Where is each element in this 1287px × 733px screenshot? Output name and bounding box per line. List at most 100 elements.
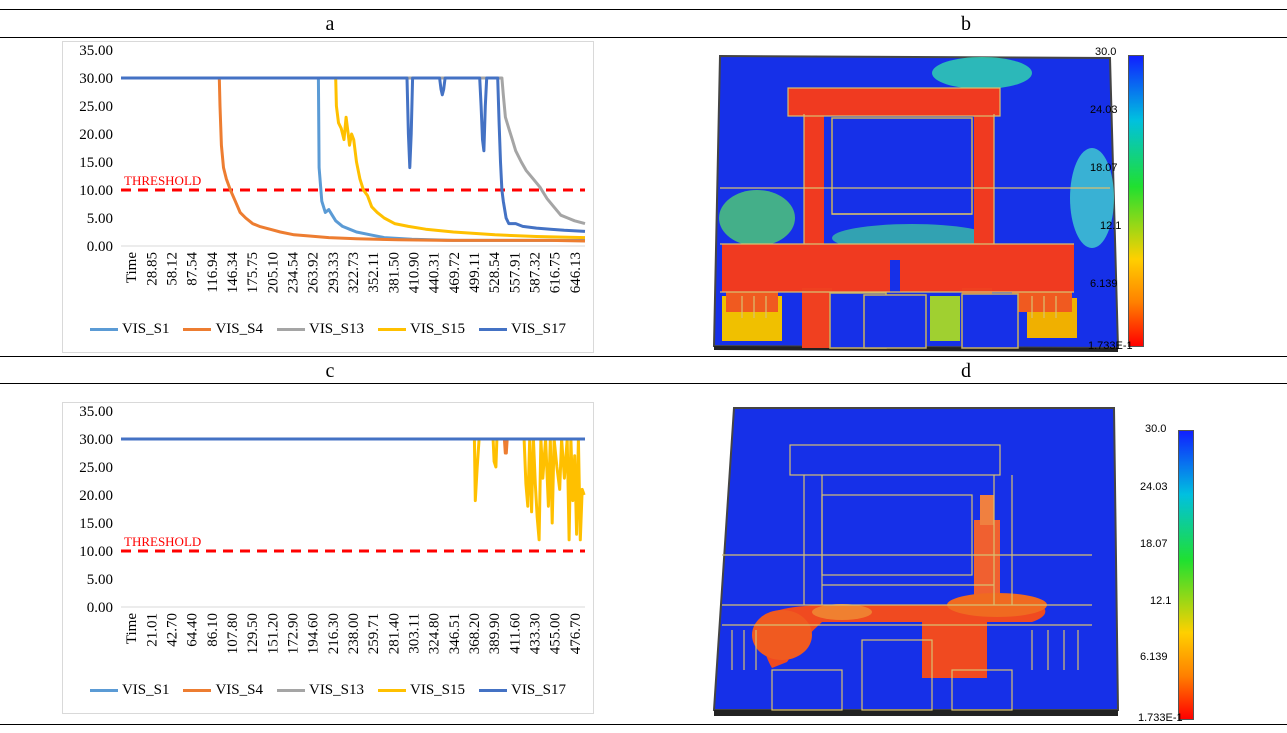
chart-c-xtick-6: 151.20 (265, 613, 281, 654)
colorbar-d-label-0: 30.0 (1145, 423, 1167, 435)
chart-c-threshold-label: THRESHOLD (124, 534, 201, 549)
chart-c-xtick-17: 389.90 (487, 613, 503, 654)
chart-a: 35.00 30.00 25.00 20.00 15.00 10.00 5.00 0.00 Ti… (62, 41, 594, 353)
chart-a-xtick-12: 381.50 (386, 252, 402, 293)
colorbar-d-label-2: 18.07 (1140, 538, 1168, 550)
chart-a-xtick-15: 469.72 (447, 252, 463, 293)
chart-c-xtick-10: 238.00 (346, 613, 362, 654)
chart-a-legend-swatch-VIS_S17 (479, 328, 508, 331)
chart-a-xtick-17: 528.54 (487, 252, 503, 294)
panel-label-b: b (961, 13, 971, 35)
chart-a-ytick-3: 20.00 (79, 127, 113, 143)
chart-a-legend-VIS_S13: VIS_S13 (276, 321, 364, 338)
chart-c-legend-VIS_S17: VIS_S17 (479, 682, 566, 699)
chart-a-legend-label-VIS_S13: VIS_S13 (308, 321, 364, 337)
chart-c-legend-swatch-VIS_S1 (89, 689, 118, 692)
header-rule-1 (0, 37, 1287, 38)
chart-c-xtick-1: 42.70 (164, 613, 180, 647)
chart-c-legend-label-VIS_S4: VIS_S4 (215, 682, 263, 698)
chart-c-xtick-18: 411.60 (507, 613, 523, 654)
chart-a-xtick-14: 440.31 (427, 252, 443, 293)
chart-c-xtick-14: 324.80 (427, 613, 443, 654)
chart-c-legend-swatch-VIS_S13 (276, 689, 305, 692)
chart-a-series-VIS_S13 (121, 76, 586, 226)
chart-a-legend-label-VIS_S4: VIS_S4 (215, 321, 263, 337)
chart-a-xtick-8: 263.92 (306, 252, 322, 293)
chart-c-xtick-7: 172.90 (285, 613, 301, 654)
chart-c-xtick-21: 476.70 (568, 613, 584, 654)
chart-a-xtick-18: 557.91 (507, 252, 523, 293)
chart-a-svg: 35.00 30.00 25.00 20.00 15.00 10.00 5.00 0.00 Ti… (79, 43, 586, 294)
colorbar-b-label-5: 1.733E-1 (1088, 340, 1133, 352)
chart-a-series-VIS_S15 (121, 76, 586, 240)
chart-a-xtick-9: 293.33 (326, 252, 342, 293)
chart-a-xtick-20: 616.75 (548, 252, 564, 293)
chart-a-xtick-16: 499.11 (467, 252, 483, 293)
chart-a-legend-swatch-VIS_S13 (276, 328, 305, 331)
chart-c-legend-VIS_S13: VIS_S13 (276, 682, 364, 699)
chart-c-legend-swatch-VIS_S17 (479, 689, 508, 692)
chart-a-ytick-7: 0.00 (87, 239, 113, 255)
chart-c-xtick-16: 368.20 (467, 613, 483, 654)
chart-a-xtick-10: 322.73 (346, 252, 362, 293)
chart-a-legend-swatch-VIS_S4 (183, 328, 212, 331)
chart-c-xtick-13: 303.11 (407, 613, 423, 654)
chart-a-ytick-5: 10.00 (79, 183, 113, 199)
chart-a-legend-VIS_S15: VIS_S15 (378, 321, 465, 338)
chart-c-xtick-20: 455.00 (548, 613, 564, 654)
chart-a-threshold-label: THRESHOLD (124, 173, 201, 188)
chart-c-xtick-2: 64.40 (185, 613, 201, 647)
chart-c-ytick-2: 25.00 (79, 460, 113, 476)
chart-c-legend-label-VIS_S1: VIS_S1 (121, 682, 170, 698)
chart-a-legend-VIS_S4: VIS_S4 (183, 321, 263, 338)
chart-c-legend-swatch-VIS_S15 (378, 689, 406, 692)
chart-c-legend-VIS_S4: VIS_S4 (183, 682, 263, 699)
chart-c-legend-label-VIS_S17: VIS_S17 (511, 682, 567, 698)
chart-c-xtick-19: 433.30 (528, 613, 544, 654)
colorbar-d-label-4: 6.139 (1140, 651, 1168, 663)
chart-c-series-VIS_S15 (121, 437, 586, 542)
chart-a-legend-label-VIS_S17: VIS_S17 (511, 321, 567, 337)
chart-a-xtick-21: 646.13 (568, 252, 584, 293)
chart-a-xtick-6: 205.10 (265, 252, 281, 293)
chart-c-ytick-6: 5.00 (87, 572, 113, 588)
chart-c-ytick-4: 15.00 (79, 516, 113, 532)
chart-a-xtick-11: 352.11 (366, 252, 382, 293)
visibility-contour-map-b (712, 48, 1122, 353)
colorbar-b-label-1: 24.03 (1090, 104, 1118, 116)
chart-c-legend-VIS_S15: VIS_S15 (378, 682, 465, 699)
chart-a-xtick-1: 58.12 (164, 252, 180, 286)
chart-c-x-axis-label: Time (124, 613, 140, 644)
chart-c-ytick-3: 20.00 (79, 488, 113, 504)
chart-a-xtick-3: 116.94 (205, 252, 221, 293)
colorbar-d-label-5: 1.733E-1 (1138, 712, 1183, 724)
chart-a-legend-VIS_S17: VIS_S17 (479, 321, 566, 338)
visibility-contour-map-d (712, 400, 1122, 720)
chart-a-series-VIS_S4 (121, 76, 586, 243)
header-rule-2 (0, 383, 1287, 384)
chart-c-legend: VIS_S1 VIS_S4 VIS_S13 VIS_S15 VIS_S17 (63, 682, 593, 699)
colorbar-d-label-1: 24.03 (1140, 481, 1168, 493)
chart-c-xtick-4: 107.80 (225, 613, 241, 654)
chart-a-xtick-4: 146.34 (225, 252, 241, 294)
chart-a-ytick-4: 15.00 (79, 155, 113, 171)
chart-a-ytick-0: 35.00 (79, 43, 113, 59)
chart-c-xtick-11: 259.71 (366, 613, 382, 654)
chart-c-legend-label-VIS_S15: VIS_S15 (410, 682, 466, 698)
colorbar-d-label-3: 12.1 (1150, 595, 1172, 607)
chart-a-xtick-19: 587.32 (528, 252, 544, 293)
chart-a-xtick-13: 410.90 (407, 252, 423, 293)
chart-a-legend-label-VIS_S1: VIS_S1 (121, 321, 170, 337)
chart-c-legend-label-VIS_S13: VIS_S13 (308, 682, 364, 698)
chart-c-ytick-1: 30.00 (79, 432, 113, 448)
bottom-rule (0, 724, 1287, 725)
chart-a-legend-label-VIS_S15: VIS_S15 (410, 321, 466, 337)
chart-c-svg: 35.00 30.00 25.00 20.00 15.00 10.00 5.00 0.00 Ti… (79, 404, 586, 654)
colorbar-b-label-2: 18.07 (1090, 162, 1118, 174)
colorbar-b-label-0: 30.0 (1095, 46, 1117, 58)
chart-a-series-VIS_S1 (121, 76, 585, 242)
chart-a-xtick-0: 28.85 (144, 252, 160, 286)
chart-a-x-axis-label: Time (124, 252, 140, 283)
chart-c-xtick-3: 86.10 (205, 613, 221, 647)
colorbar-d (1178, 430, 1194, 720)
